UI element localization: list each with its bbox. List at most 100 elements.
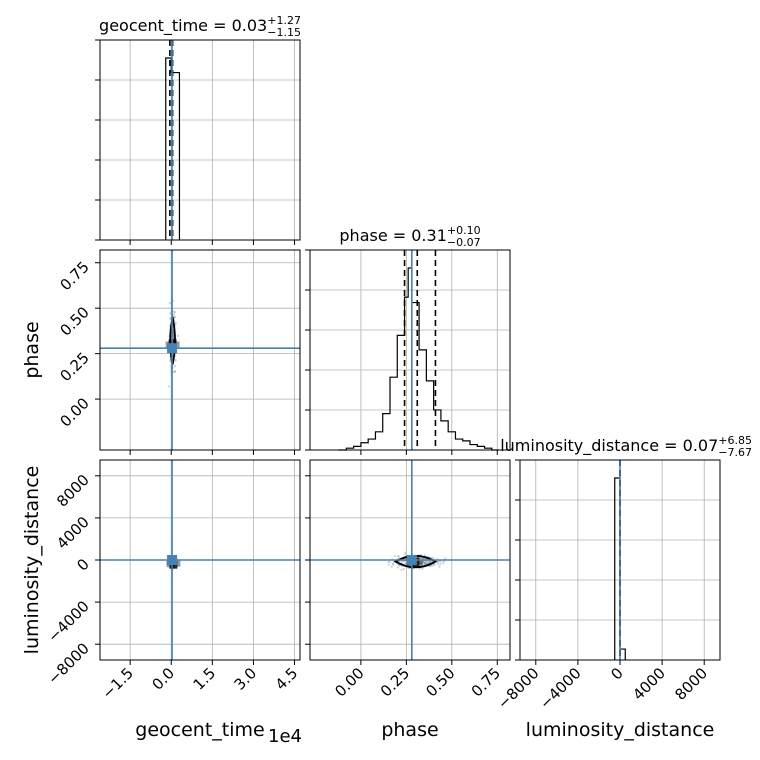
x-tick-label: 3.0 [231,664,261,694]
sample-point [425,560,428,563]
sample-point [173,364,177,368]
y-axis-label-phase: phase [21,321,43,378]
sample-point [433,563,436,566]
sample-point [174,359,177,362]
sample-point [172,337,175,340]
title-sup: +1.27 [267,14,301,27]
sample-point [402,567,405,571]
sample-point [173,310,177,314]
sample-point [392,563,395,566]
sample-point [439,563,442,566]
sample-point [404,551,407,554]
x-tick-label: 8000 [671,664,711,704]
sample-point [172,313,175,316]
x-tick-label: 0.0 [148,664,178,694]
title-main: luminosity_distance = 0.07 [500,436,718,456]
sample-point [400,568,403,572]
sample-point [439,560,442,563]
sample-point [172,371,175,374]
x-axis-label-luminosity_distance: luminosity_distance [526,719,715,741]
sample-point [444,557,447,560]
sample-point [419,557,422,560]
sample-point [398,564,401,567]
sample-point [436,560,439,563]
panel-frame [519,459,721,661]
truth-marker [167,343,178,354]
x-tick-label: 0.25 [377,664,413,700]
sample-point [405,562,408,565]
sample-point [396,566,399,569]
panel-title-luminosity_distance: luminosity_distance = 0.07+6.85 −7.67 [500,434,752,459]
sample-point [423,562,427,565]
sample-point [172,310,175,313]
sample-point [431,564,434,567]
sample-point [422,557,425,560]
sample-point [174,315,177,319]
sample-point [422,561,425,564]
sample-point [173,315,176,319]
x-tick-label: 1.5 [190,664,220,694]
sample-point [168,301,171,305]
histogram-phase [338,267,500,451]
x-axis-label-geocent_time: geocent_time [135,719,264,741]
panel-frame [99,39,301,241]
sample-point [169,312,172,315]
axes-layer [95,39,721,665]
x-axis-label-phase: phase [381,719,438,741]
x-tick-label: 0 [607,664,626,683]
sample-point [397,554,400,558]
y-tick-label: 0.75 [56,258,92,294]
grid-layer [100,40,720,660]
sample-point [436,560,439,564]
sample-point [168,359,172,362]
x-tick-label: −8000 [494,664,543,713]
sample-point [432,563,435,566]
x-offset-text: 1e4 [268,726,302,747]
sample-point [404,553,407,556]
lines-layer [100,40,626,660]
sample-point [432,556,435,560]
sample-point [174,322,178,325]
sample-point [387,563,390,567]
sample-point [418,567,421,570]
panel-frame [309,249,511,451]
sample-point [172,335,175,338]
y-tick-label: 0.00 [56,394,92,430]
title-sup: +6.85 [718,434,752,447]
y-tick-label: 0.50 [56,303,92,339]
histogram-geocent_time [165,57,181,240]
sample-point [388,560,392,564]
y-tick-label: 0.25 [56,349,92,385]
sample-point [423,562,426,565]
y-tick-label: −4000 [44,597,93,646]
sample-point [167,385,171,388]
sample-point [423,562,426,565]
truth-marker [406,555,417,565]
title-sub: −0.07 [447,236,481,249]
sample-point [387,561,390,564]
sample-point [428,561,431,564]
text-layer: geocent_time = 0.03+1.27 −1.150.000.250.5… [21,14,752,741]
sample-point [429,565,432,568]
sample-point [436,562,439,565]
sample-point [438,565,441,568]
x-tick-label: 4000 [629,664,669,704]
sample-point [421,567,424,570]
panel-frame [309,459,511,661]
x-tick-label: 4.5 [272,664,302,694]
sample-point [391,562,394,566]
panel-frame [99,249,301,451]
sample-point [173,370,177,373]
sample-point [390,565,393,568]
x-tick-label: −4000 [536,664,585,713]
sample-point [400,561,403,564]
y-tick-label: 0 [73,555,92,574]
sample-point [397,555,400,558]
title-sub: −1.15 [267,26,301,39]
x-tick-label: 0.50 [422,664,458,700]
title-main: geocent_time = 0.03 [99,16,267,36]
panel-title-geocent_time: geocent_time = 0.03+1.27 −1.15 [99,14,301,39]
y-tick-label: 4000 [53,513,93,553]
sample-point [426,562,429,565]
